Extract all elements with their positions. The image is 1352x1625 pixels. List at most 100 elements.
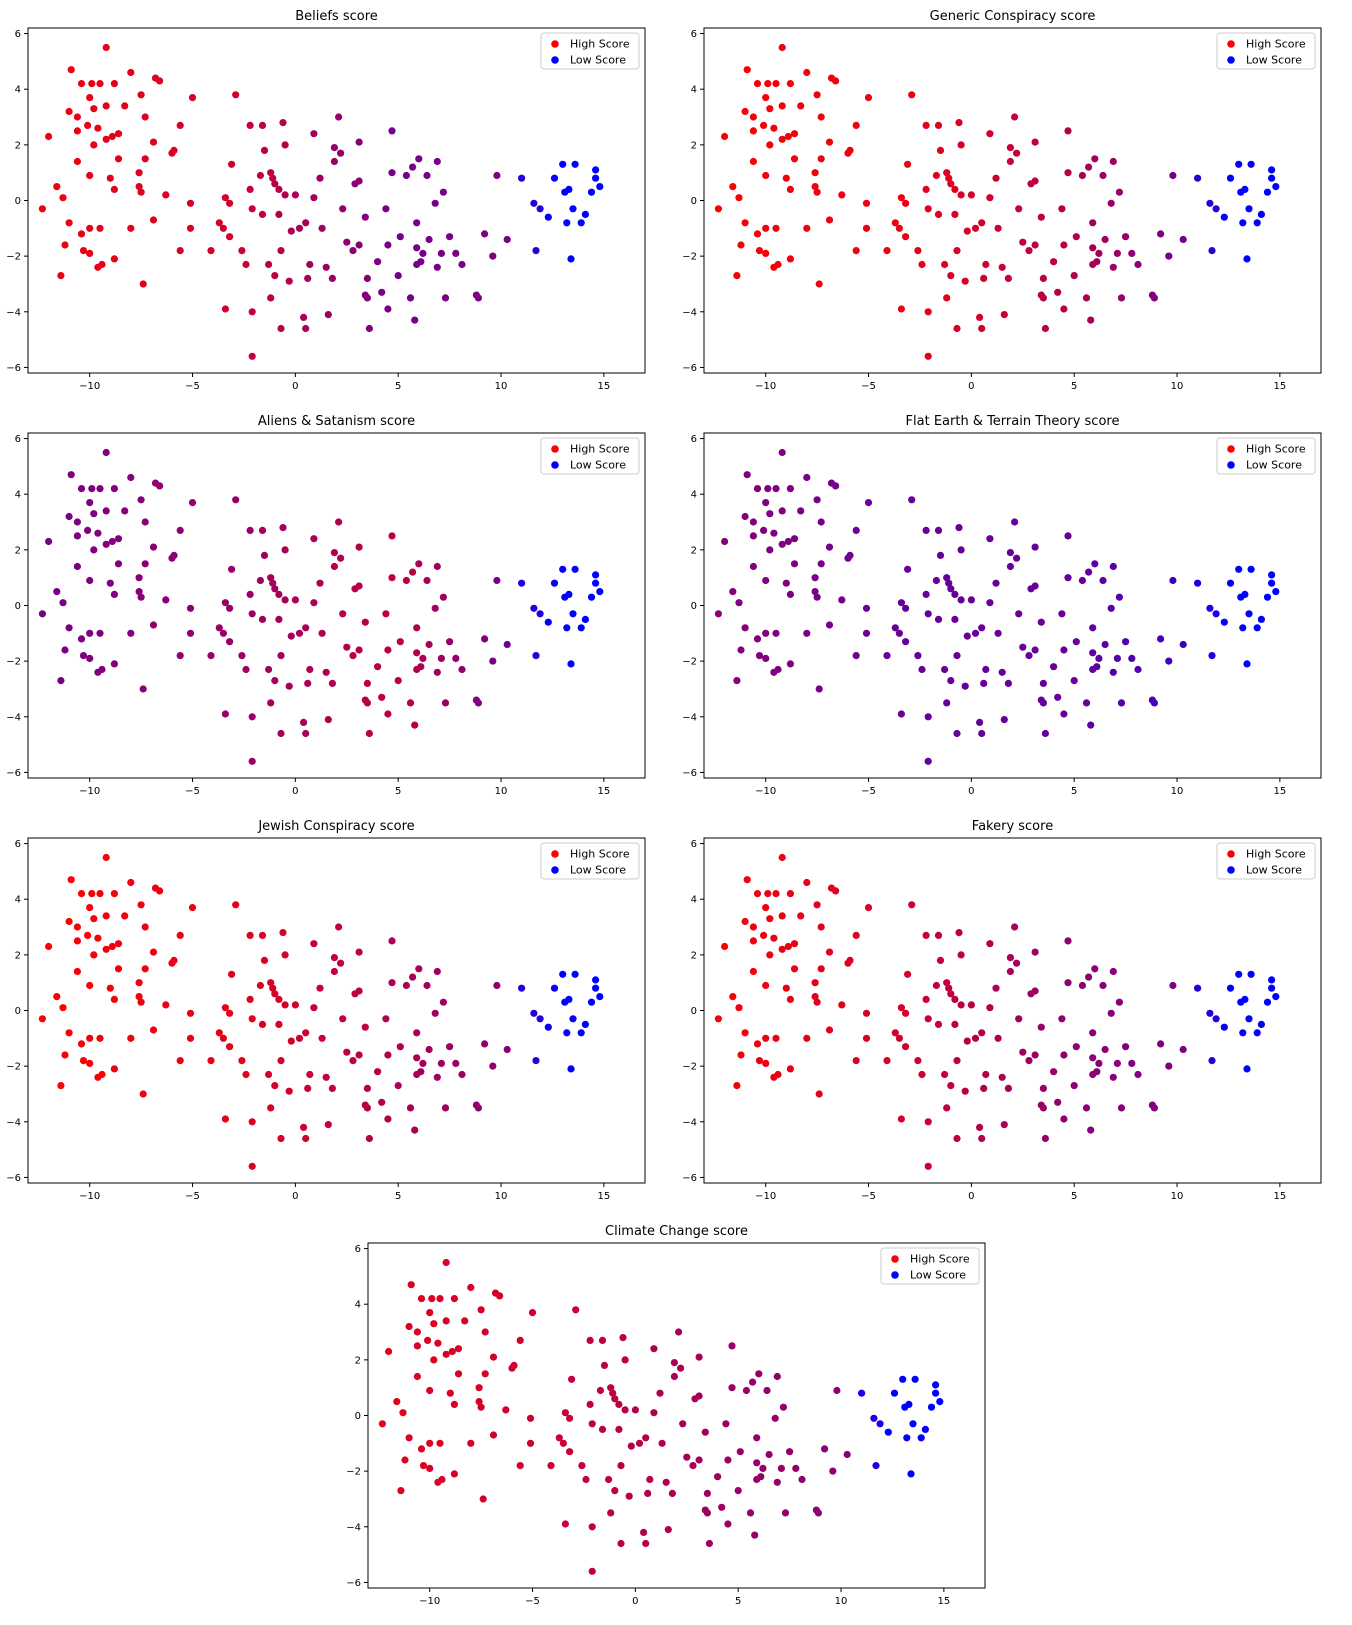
- data-point: [1134, 665, 1142, 674]
- data-point: [621, 1406, 629, 1414]
- data-point: [760, 931, 768, 939]
- data-point: [571, 565, 579, 573]
- y-tick-label: −4: [6, 307, 21, 318]
- data-point: [430, 1356, 438, 1364]
- data-point: [110, 590, 118, 598]
- data-point: [1070, 272, 1078, 280]
- data-point: [102, 102, 110, 110]
- data-point: [914, 652, 922, 660]
- data-point: [90, 951, 98, 959]
- data-point: [221, 710, 229, 718]
- data-point: [256, 171, 264, 180]
- y-tick-label: −6: [6, 1173, 21, 1184]
- data-point: [335, 923, 343, 931]
- data-point: [729, 993, 737, 1001]
- data-point: [1050, 663, 1058, 671]
- data-point: [773, 1478, 781, 1486]
- data-point: [932, 171, 940, 180]
- data-point: [728, 1342, 736, 1350]
- chart-svg: Climate Change score −10 −5 0 5 10 15 6 4 2 0 −2 −4 −…: [346, 1224, 986, 1607]
- data-point: [291, 596, 299, 604]
- data-point: [530, 1009, 538, 1017]
- data-point: [106, 174, 114, 182]
- points-layer: [378, 1258, 944, 1575]
- data-point: [439, 998, 447, 1006]
- data-point: [778, 540, 786, 548]
- data-point: [1054, 288, 1062, 296]
- data-point: [316, 984, 324, 992]
- data-point: [365, 324, 373, 333]
- data-point: [1011, 113, 1019, 121]
- data-point: [450, 1400, 458, 1408]
- data-point: [786, 1448, 794, 1456]
- data-point: [1031, 138, 1039, 146]
- data-point: [1089, 1029, 1097, 1037]
- data-point: [815, 1090, 823, 1098]
- data-point: [139, 1090, 147, 1098]
- data-point: [911, 1375, 919, 1383]
- data-point: [786, 890, 794, 898]
- data-point: [1257, 1020, 1265, 1028]
- data-point: [401, 1456, 409, 1464]
- data-point: [927, 1403, 936, 1411]
- data-point: [998, 668, 1006, 676]
- data-point: [943, 699, 951, 707]
- y-tick-label: 6: [15, 839, 21, 850]
- data-point: [544, 618, 552, 626]
- legend-box: [1216, 437, 1316, 475]
- data-point: [436, 1295, 444, 1303]
- data-point: [844, 959, 852, 967]
- data-point: [1085, 568, 1093, 576]
- x-tick-label: −5: [861, 381, 876, 392]
- data-point: [786, 995, 794, 1003]
- data-point: [936, 551, 945, 559]
- data-point: [1194, 579, 1202, 587]
- data-point: [508, 1364, 516, 1372]
- data-point: [765, 1450, 773, 1459]
- data-point: [322, 668, 330, 676]
- data-point: [322, 1073, 330, 1081]
- data-point: [803, 473, 811, 482]
- data-point: [615, 1400, 623, 1408]
- x-tick-label: −5: [185, 1191, 200, 1202]
- data-point: [749, 532, 757, 540]
- data-point: [1037, 618, 1045, 626]
- data-point: [94, 529, 102, 537]
- data-point: [238, 1057, 246, 1065]
- data-point: [978, 1029, 986, 1037]
- data-point: [396, 1043, 404, 1051]
- data-point: [388, 574, 396, 582]
- data-point: [838, 191, 846, 199]
- x-tick-label: 15: [1273, 381, 1286, 392]
- data-point: [902, 1009, 910, 1017]
- data-point: [778, 945, 786, 953]
- data-point: [279, 524, 287, 532]
- data-point: [852, 526, 860, 534]
- data-point: [924, 1162, 932, 1170]
- chart-title: Generic Conspiracy score: [930, 9, 1096, 24]
- x-tick-label: −10: [79, 1191, 100, 1202]
- data-point: [106, 984, 114, 992]
- data-point: [1179, 1045, 1187, 1054]
- data-point: [450, 1470, 458, 1478]
- data-point: [1082, 294, 1091, 302]
- data-point: [1031, 987, 1039, 995]
- data-point: [518, 984, 526, 992]
- y-tick-label: 6: [691, 29, 697, 40]
- data-point: [162, 191, 170, 199]
- data-point: [277, 324, 285, 333]
- data-point: [934, 526, 943, 534]
- chart-title: Aliens & Satanism score: [258, 414, 415, 429]
- data-point: [683, 1453, 691, 1461]
- data-point: [318, 224, 326, 232]
- data-point: [1054, 693, 1062, 701]
- data-point: [811, 993, 819, 1001]
- data-point: [592, 579, 600, 587]
- data-point: [96, 629, 104, 637]
- data-point: [742, 1386, 750, 1395]
- data-point: [777, 1464, 785, 1472]
- data-point: [135, 979, 143, 987]
- data-point: [310, 194, 318, 202]
- data-point: [825, 1026, 834, 1034]
- data-point: [1107, 199, 1115, 207]
